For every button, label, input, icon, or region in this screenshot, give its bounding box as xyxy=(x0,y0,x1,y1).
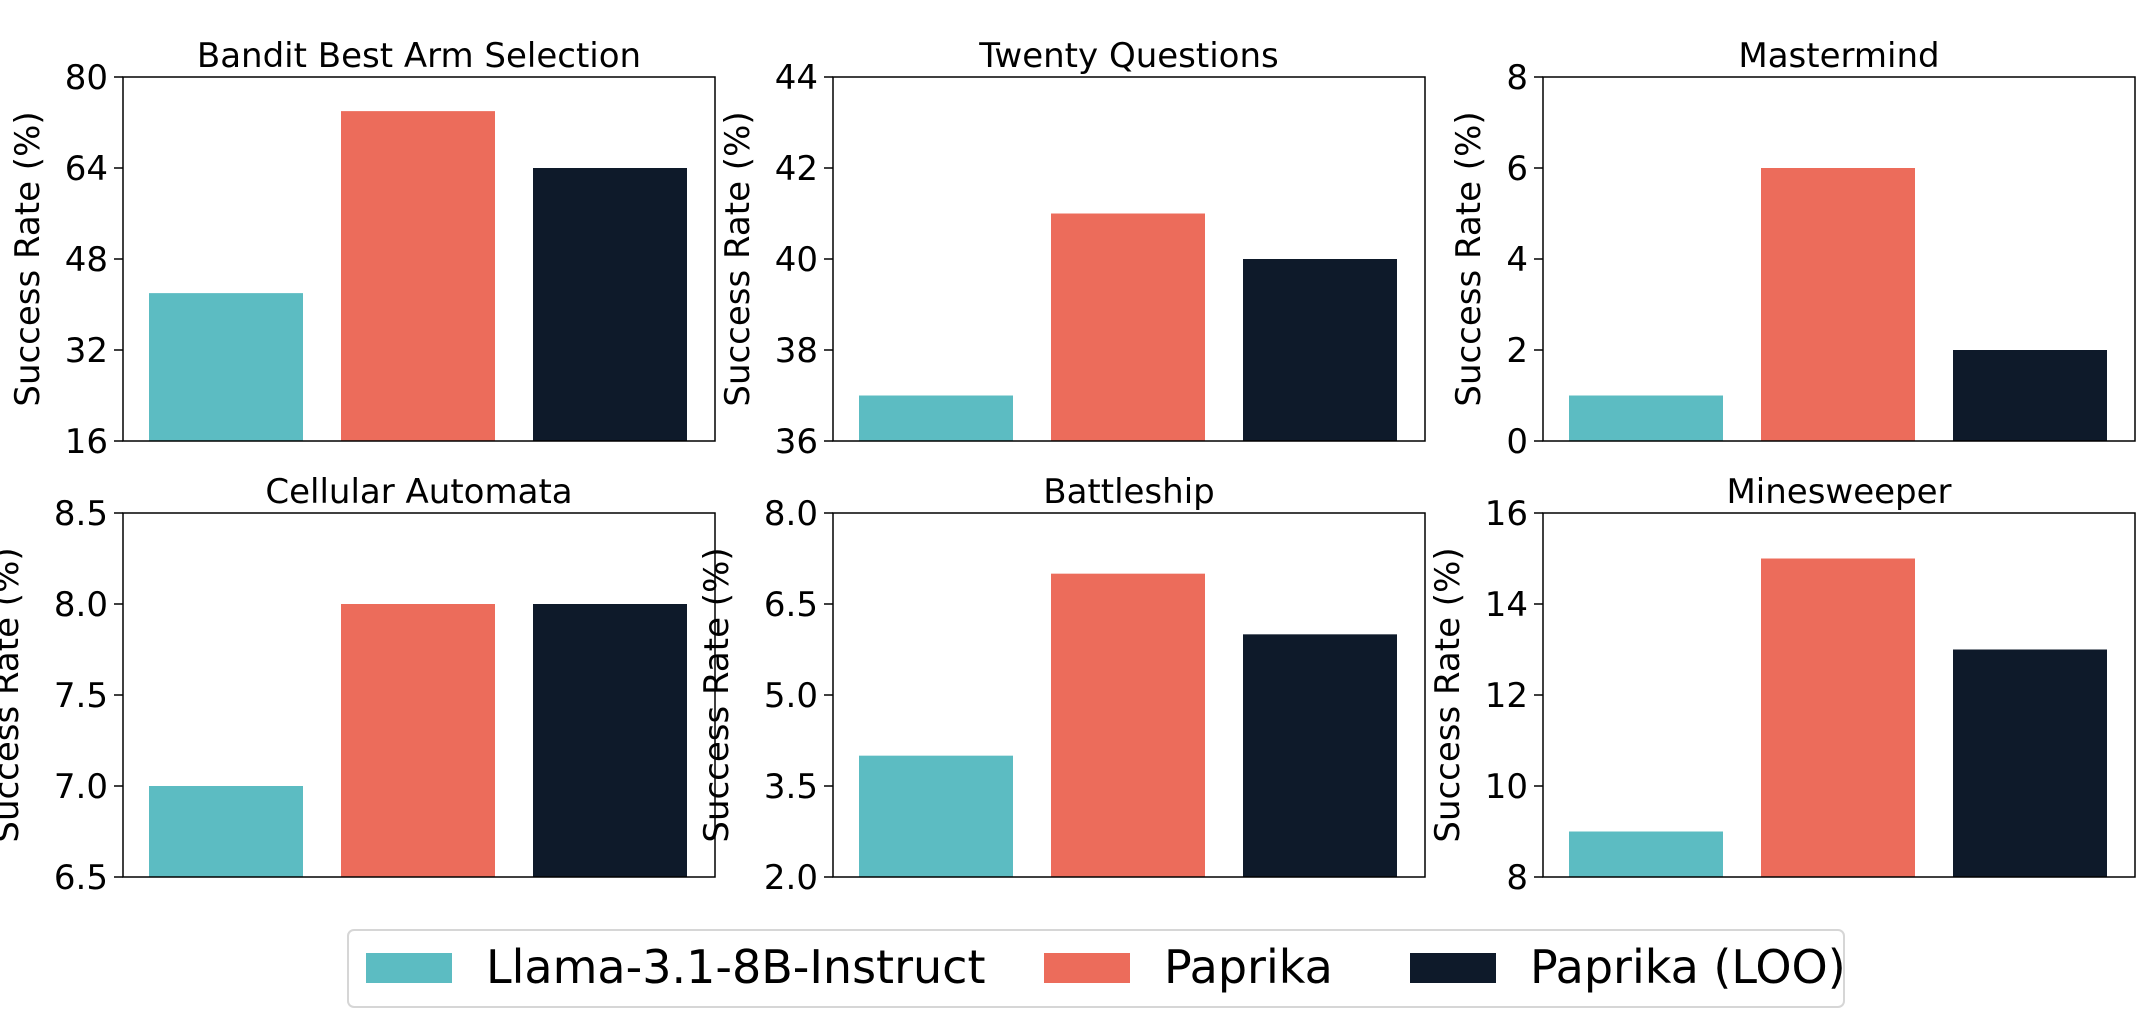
y-tick-label: 8 xyxy=(1506,858,1528,898)
y-axis-label: Success Rate (%) xyxy=(718,111,758,406)
panel-title: Bandit Best Arm Selection xyxy=(197,36,641,76)
y-tick-label: 5.0 xyxy=(764,676,818,716)
y-tick-label: 64 xyxy=(65,149,108,189)
y-tick-label: 6 xyxy=(1506,149,1528,189)
y-axis-label: Success Rate (%) xyxy=(8,111,48,406)
y-tick-label: 7.5 xyxy=(54,676,108,716)
bar-paprika xyxy=(341,111,495,441)
y-tick-label: 2.0 xyxy=(764,858,818,898)
y-tick-label: 4 xyxy=(1506,240,1528,280)
y-axis-label: Success Rate (%) xyxy=(0,547,27,842)
panel-title: Minesweeper xyxy=(1726,472,1951,512)
y-tick-label: 16 xyxy=(65,422,108,462)
y-tick-label: 7.0 xyxy=(54,767,108,807)
bar-paprika xyxy=(1761,168,1915,441)
bar-llama xyxy=(149,293,303,441)
bar-paprika-loo xyxy=(1243,634,1397,877)
bar-paprika xyxy=(1051,573,1205,877)
bar-paprika xyxy=(341,604,495,877)
bar-paprika-loo xyxy=(1953,649,2107,877)
y-axis-label: Success Rate (%) xyxy=(1449,111,1489,406)
y-tick-label: 80 xyxy=(65,58,108,98)
bar-paprika-loo xyxy=(533,168,687,441)
y-tick-label: 44 xyxy=(775,58,818,98)
panel-5: 2.0 3.5 5.0 6.5 8.0 Battleship Success Rate (%… xyxy=(697,472,1426,898)
panel-title: Mastermind xyxy=(1738,36,1939,76)
panel-title: Twenty Questions xyxy=(978,36,1278,76)
bar-llama xyxy=(149,786,303,877)
y-tick-label: 10 xyxy=(1485,767,1528,807)
legend: Llama-3.1-8B-Instruct Paprika Paprika (L… xyxy=(347,929,1846,1008)
legend-label-paprika-loo: Paprika (LOO) xyxy=(1530,940,1846,994)
y-tick-label: 32 xyxy=(65,331,108,371)
y-tick-label: 16 xyxy=(1485,494,1528,534)
y-axis-label: Success Rate (%) xyxy=(697,547,737,842)
legend-label-llama: Llama-3.1-8B-Instruct xyxy=(486,940,986,994)
y-tick-label: 8.5 xyxy=(54,494,108,534)
bar-paprika xyxy=(1051,213,1205,441)
panel-3: 0 2 4 6 8 Mastermind Success Rate (%) xyxy=(1449,36,2136,462)
y-tick-label: 42 xyxy=(775,149,818,189)
y-tick-label: 12 xyxy=(1485,676,1528,716)
panel-1: 16 32 48 64 80 Bandit Best Arm Selection Succe… xyxy=(8,36,716,462)
y-tick-label: 8.0 xyxy=(764,494,818,534)
y-axis-label: Success Rate (%) xyxy=(1428,547,1468,842)
y-tick-label: 2 xyxy=(1506,331,1528,371)
bar-llama xyxy=(859,755,1013,877)
panel-4: 6.5 7.0 7.5 8.0 8.5 Cellular Automata Success … xyxy=(0,472,716,898)
panel-2: 36 38 40 42 44 Twenty Questions Success Rate (… xyxy=(718,36,1426,462)
y-tick-label: 38 xyxy=(775,331,818,371)
y-tick-label: 48 xyxy=(65,240,108,280)
panel-title: Cellular Automata xyxy=(265,472,572,512)
bar-paprika xyxy=(1761,558,1915,877)
y-tick-label: 8.0 xyxy=(54,585,108,625)
y-tick-label: 6.5 xyxy=(764,585,818,625)
panel-title: Battleship xyxy=(1043,472,1214,512)
y-tick-label: 40 xyxy=(775,240,818,280)
bar-llama xyxy=(859,395,1013,441)
legend-swatch-paprika xyxy=(1044,953,1130,983)
bar-paprika-loo xyxy=(1243,259,1397,441)
y-tick-label: 14 xyxy=(1485,585,1528,625)
y-tick-label: 8 xyxy=(1506,58,1528,98)
y-tick-label: 0 xyxy=(1506,422,1528,462)
bar-llama xyxy=(1569,395,1723,441)
y-tick-label: 6.5 xyxy=(54,858,108,898)
legend-swatch-llama xyxy=(366,953,452,983)
bar-paprika-loo xyxy=(533,604,687,877)
panel-6: 8 10 12 14 16 Minesweeper Success Rate (%) xyxy=(1428,472,2136,898)
bar-llama xyxy=(1569,831,1723,877)
y-tick-label: 3.5 xyxy=(764,767,818,807)
bar-paprika-loo xyxy=(1953,350,2107,441)
legend-swatch-paprika-loo xyxy=(1410,953,1496,983)
y-tick-label: 36 xyxy=(775,422,818,462)
legend-label-paprika: Paprika xyxy=(1164,940,1333,994)
